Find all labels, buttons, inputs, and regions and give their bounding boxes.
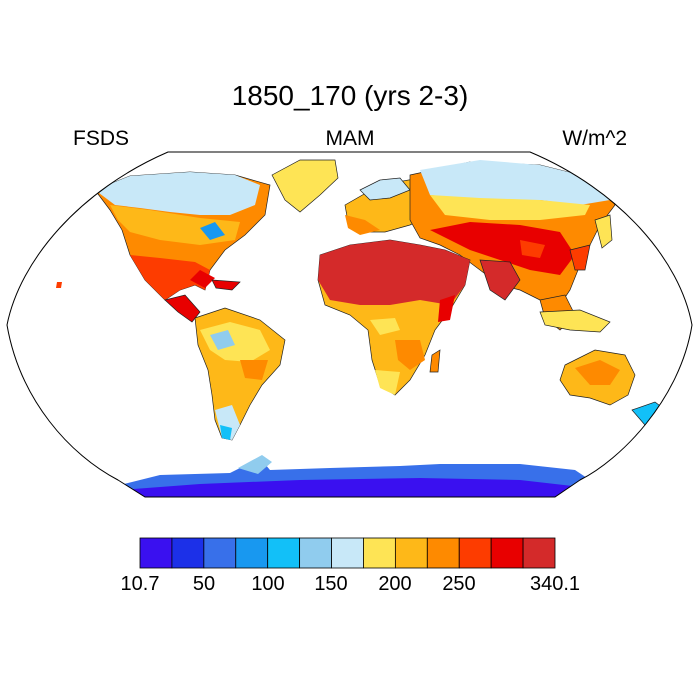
colorbar-swatch-3 (235, 537, 269, 569)
colorbar-swatch-10 (458, 537, 492, 569)
colorbar-tick-6: 340.1 (529, 573, 581, 595)
colorbar-swatch-5 (299, 537, 332, 569)
colorbar-swatch-7 (363, 537, 396, 569)
colorbar-swatch-4 (267, 537, 301, 569)
colorbar-swatch-9 (426, 537, 460, 569)
map-border (6, 151, 693, 498)
antarctica-region (120, 455, 590, 497)
colorbar-tick-4: 200 (378, 573, 412, 595)
colorbar-swatch-0 (139, 537, 173, 569)
colorbar-swatch-1 (171, 537, 205, 569)
variable-label: FSDS (73, 127, 130, 150)
colorbar-swatch-6 (331, 537, 364, 569)
plot-title: 1850_170 (yrs 2-3) (231, 80, 469, 111)
north-america-region (94, 171, 271, 323)
colorbar-swatch-11 (490, 537, 524, 569)
units-label: W/m^2 (562, 127, 627, 150)
africa-region (317, 239, 471, 396)
colorbar-swatch-2 (203, 537, 237, 569)
colorbar-tick-2: 100 (251, 573, 285, 595)
season-label: MAM (325, 127, 375, 150)
colorbar-tick-5: 250 (442, 573, 476, 595)
colorbar-tick-3: 150 (314, 573, 348, 595)
greenland-region (271, 159, 339, 213)
colorbar-swatch-12 (522, 537, 556, 569)
south-america-region (194, 307, 286, 441)
asia-region (409, 160, 616, 331)
colorbar-tick-1: 50 (192, 573, 216, 595)
colorbar-tick-0: 10.7 (120, 573, 160, 595)
colorbar-swatch-8 (394, 537, 428, 569)
